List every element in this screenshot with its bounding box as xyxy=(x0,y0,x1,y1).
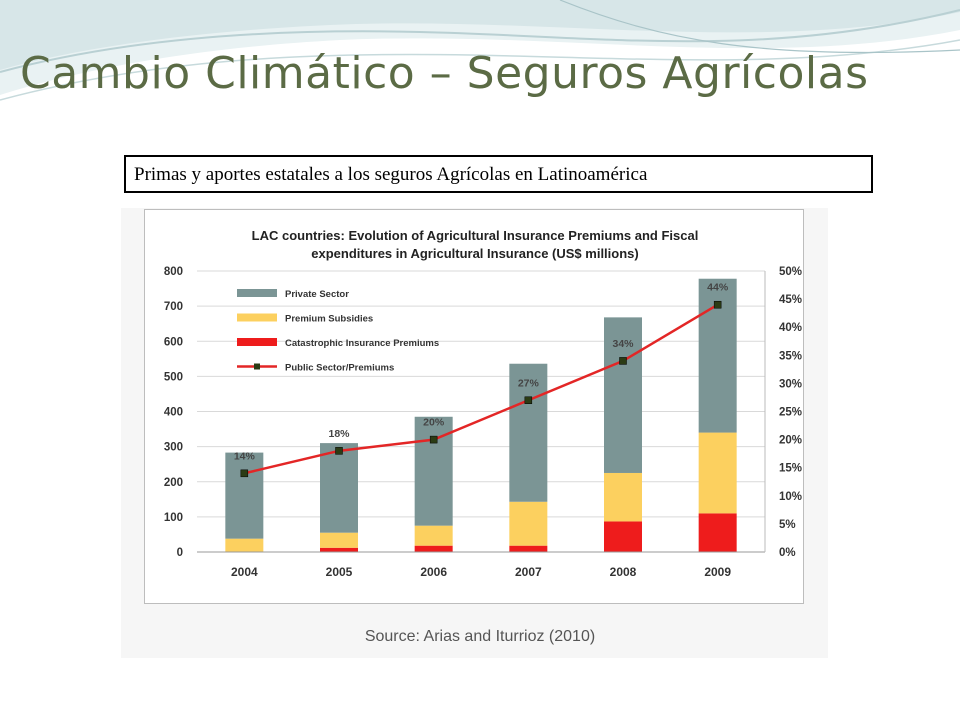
chart-title-line-1: LAC countries: Evolution of Agricultural… xyxy=(252,228,699,243)
y-tick-label: 800 xyxy=(164,266,183,278)
bar-premium-subsidies xyxy=(604,472,642,522)
y2-tick-label: 35% xyxy=(779,350,802,362)
source-note: Source: Arias and Iturrioz (2010) xyxy=(364,628,596,645)
chart: 14% 18% 20% 27% 34% 44% 800 700 600 500 400 300 200… xyxy=(164,228,802,579)
slide-title: Cambio Climático – Seguros Agrícolas xyxy=(20,48,869,99)
ratio-data-label: 20% xyxy=(423,417,445,429)
ratio-line: 14% 18% 20% 27% 34% 44% xyxy=(234,282,729,478)
x-tick-label: 2005 xyxy=(326,565,353,579)
ratio-data-label: 34% xyxy=(612,338,634,350)
y-tick-label: 500 xyxy=(164,371,183,383)
chart-title-line-2: expenditures in Agricultural Insurance (… xyxy=(311,246,638,261)
ratio-marker xyxy=(335,447,343,455)
public-sector-ratio-line xyxy=(244,303,719,475)
bar-premium-subsidies xyxy=(414,525,453,546)
chart-caption: Primas y aportes estatales a los seguros… xyxy=(134,164,648,185)
bar-private-sector xyxy=(225,452,264,539)
y-tick-label: 600 xyxy=(164,336,183,348)
bar-catastrophic xyxy=(320,547,358,552)
y-tick-label: 0 xyxy=(177,547,183,559)
bar-private-sector xyxy=(604,317,642,473)
y2-tick-label: 15% xyxy=(779,463,802,475)
x-tick-label: 2007 xyxy=(515,565,542,579)
ratio-data-label: 44% xyxy=(707,282,729,294)
ratio-data-label: 14% xyxy=(234,450,256,462)
legend-swatch-premium-subsidies xyxy=(237,313,277,322)
bar-premium-subsidies xyxy=(225,538,264,552)
legend-swatch-private-sector xyxy=(237,289,277,297)
header-swoosh-decoration xyxy=(0,0,960,101)
gridlines xyxy=(197,270,765,553)
y2-tick-label: 0% xyxy=(779,547,796,559)
axes: 800 700 600 500 400 300 200 100 0 50% 45% 40% 35% 30%… xyxy=(164,266,802,579)
bar-catastrophic xyxy=(509,545,548,552)
chart-title: LAC countries: Evolution of Agricultural… xyxy=(252,228,699,261)
x-tick-label: 2004 xyxy=(231,565,258,579)
ratio-data-label: 27% xyxy=(518,377,540,389)
legend-swatch-catastrophic xyxy=(237,338,277,346)
y2-tick-label: 30% xyxy=(779,378,802,390)
x-tick-label: 2009 xyxy=(704,565,731,579)
legend-label: Catastrophic Insurance Premiums xyxy=(285,338,439,349)
ratio-marker xyxy=(713,300,722,309)
legend-swatch-marker xyxy=(254,363,260,370)
bar-catastrophic xyxy=(604,521,642,552)
y-tick-label: 200 xyxy=(164,477,183,489)
legend-label: Private Sector xyxy=(285,289,349,300)
ratio-marker xyxy=(240,469,249,478)
bar-premium-subsidies xyxy=(698,432,737,514)
y2-tick-label: 50% xyxy=(779,266,802,278)
y2-tick-label: 40% xyxy=(779,322,802,334)
chart-frame: 14% 18% 20% 27% 34% 44% 800 700 600 500 400 300 200… xyxy=(144,209,804,604)
legend-label: Public Sector/Premiums xyxy=(285,363,394,374)
ratio-marker xyxy=(429,435,438,444)
legend-label: Premium Subsidies xyxy=(285,314,373,325)
x-tick-label: 2008 xyxy=(610,565,637,579)
x-tick-label: 2006 xyxy=(420,565,447,579)
legend: Private Sector Premium Subsidies Catastrop… xyxy=(237,289,439,374)
bar-catastrophic xyxy=(698,513,737,552)
bar-premium-subsidies xyxy=(509,501,548,546)
y-tick-label: 400 xyxy=(164,407,183,419)
y2-tick-label: 5% xyxy=(779,519,796,531)
y-tick-label: 700 xyxy=(164,301,183,313)
y-tick-label: 300 xyxy=(164,442,183,454)
bar-premium-subsidies xyxy=(320,532,358,548)
y2-tick-label: 25% xyxy=(779,407,802,419)
y2-tick-label: 45% xyxy=(779,294,802,306)
chart-caption-box: Primas y aportes estatales a los seguros… xyxy=(124,155,873,193)
bar-private-sector xyxy=(320,443,358,533)
y2-tick-label: 10% xyxy=(779,491,802,503)
y-tick-label: 100 xyxy=(164,512,183,524)
bar-catastrophic xyxy=(414,545,453,552)
ratio-marker xyxy=(524,396,533,405)
ratio-marker xyxy=(619,357,627,365)
bar-private-sector xyxy=(509,363,548,502)
y2-tick-label: 20% xyxy=(779,435,802,447)
ratio-data-label: 18% xyxy=(328,428,350,440)
